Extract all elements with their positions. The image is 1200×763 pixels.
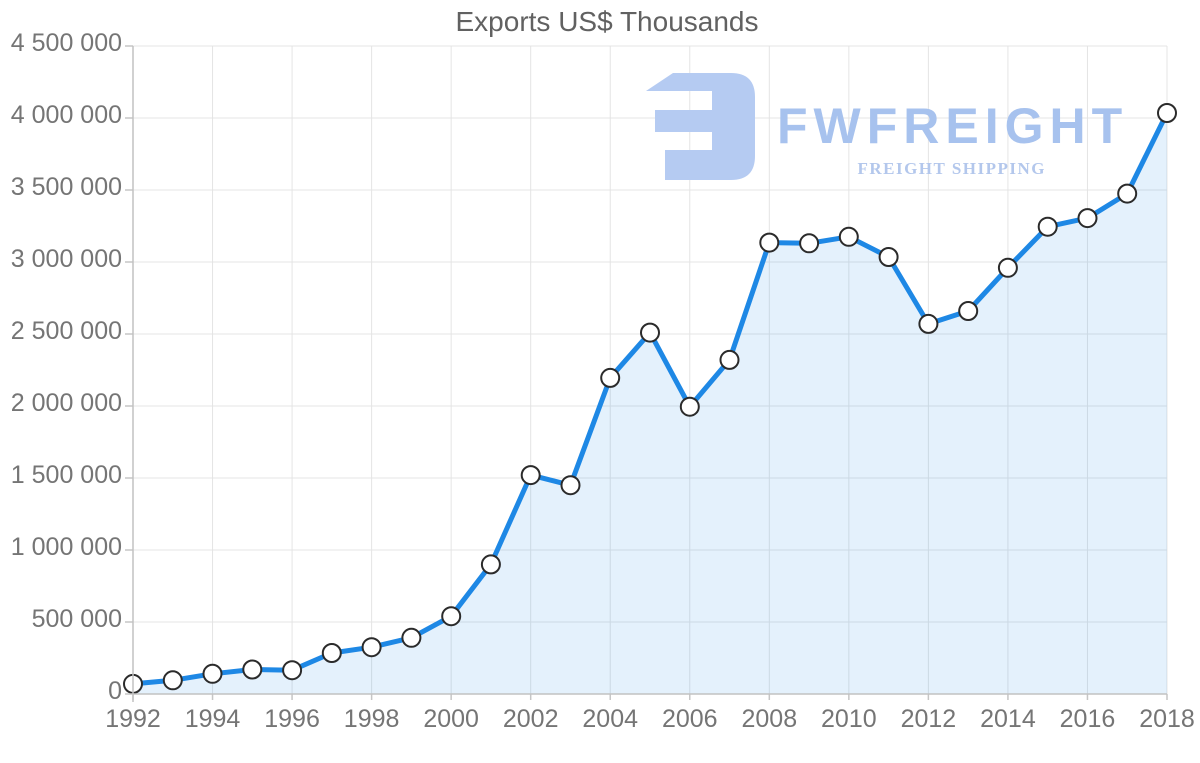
series-markers — [123, 103, 1177, 694]
chart-title: Exports US$ Thousands — [456, 6, 759, 37]
y-axis-label: 4 000 000 — [11, 101, 122, 129]
x-axis-label: 2010 — [821, 705, 877, 733]
watermark-brand-text: FWFREIGHT — [777, 98, 1128, 154]
data-point-marker[interactable] — [202, 663, 223, 684]
x-axis-label: 1998 — [344, 705, 400, 733]
data-point-marker[interactable] — [600, 367, 621, 388]
data-point-marker[interactable] — [560, 475, 581, 496]
data-point-marker[interactable] — [321, 643, 342, 663]
data-point-marker[interactable] — [799, 233, 820, 254]
x-axis-label: 2014 — [980, 705, 1036, 733]
data-point-marker[interactable] — [958, 301, 979, 321]
x-axis-label: 2004 — [582, 705, 638, 733]
x-axis-label: 2012 — [901, 705, 957, 733]
fwfreight-logo-icon — [646, 73, 755, 180]
x-axis-label: 2006 — [662, 705, 718, 733]
y-axis-label: 3 000 000 — [11, 245, 122, 273]
series-area-fill — [133, 113, 1167, 694]
data-point-marker[interactable] — [162, 670, 183, 691]
data-point-marker[interactable] — [759, 232, 780, 253]
data-point-marker[interactable] — [640, 322, 660, 343]
x-axis-label: 1992 — [105, 705, 161, 733]
data-point-marker[interactable] — [441, 606, 462, 627]
data-point-marker[interactable] — [878, 247, 899, 267]
x-axis-label: 1994 — [185, 705, 241, 733]
x-axis-label: 2002 — [503, 705, 559, 733]
data-point-marker[interactable] — [1117, 183, 1138, 204]
y-axis-label: 3 500 000 — [11, 173, 122, 201]
y-axis-label: 1 500 000 — [11, 461, 122, 489]
data-point-marker[interactable] — [242, 659, 263, 680]
gridlines — [133, 45, 1168, 694]
data-point-marker[interactable] — [838, 226, 859, 247]
y-axis-label: 500 000 — [32, 605, 122, 633]
data-point-marker[interactable] — [361, 637, 382, 658]
y-axis-label: 2 500 000 — [11, 317, 122, 345]
y-axis-label: 4 500 000 — [11, 29, 122, 57]
data-point-marker[interactable] — [1037, 216, 1058, 237]
axis-lines — [125, 45, 1168, 702]
data-point-marker[interactable] — [480, 554, 501, 575]
y-axis-label: 0 — [108, 677, 122, 705]
data-point-marker[interactable] — [679, 396, 700, 417]
data-point-marker[interactable] — [997, 257, 1018, 278]
data-point-marker[interactable] — [1157, 103, 1177, 123]
x-axis-label: 1996 — [264, 705, 320, 733]
data-point-marker[interactable] — [918, 313, 939, 334]
fwfreight-watermark: FWFREIGHT FREIGHT SHIPPING — [646, 73, 1128, 180]
y-axis-label: 1 000 000 — [11, 533, 122, 561]
y-axis-label: 2 000 000 — [11, 389, 122, 417]
data-point-marker[interactable] — [719, 349, 740, 370]
x-axis-label: 2000 — [423, 705, 479, 733]
x-axis-label: 2016 — [1060, 705, 1116, 733]
x-axis-label: 2008 — [741, 705, 797, 733]
y-axis-labels: 0 500 000 1 000 000 1 500 000 2 000 000 2 500… — [11, 29, 122, 705]
watermark-tagline-text: FREIGHT SHIPPING — [857, 159, 1046, 178]
data-point-marker[interactable] — [520, 465, 541, 486]
x-axis-labels: 1992 1994 1996 1998 2000 2002 2004 2006 2008 2010… — [105, 705, 1195, 733]
data-point-marker[interactable] — [1077, 208, 1098, 229]
x-axis-label: 2018 — [1139, 705, 1195, 733]
data-point-marker[interactable] — [401, 627, 422, 648]
data-point-marker[interactable] — [282, 660, 303, 681]
